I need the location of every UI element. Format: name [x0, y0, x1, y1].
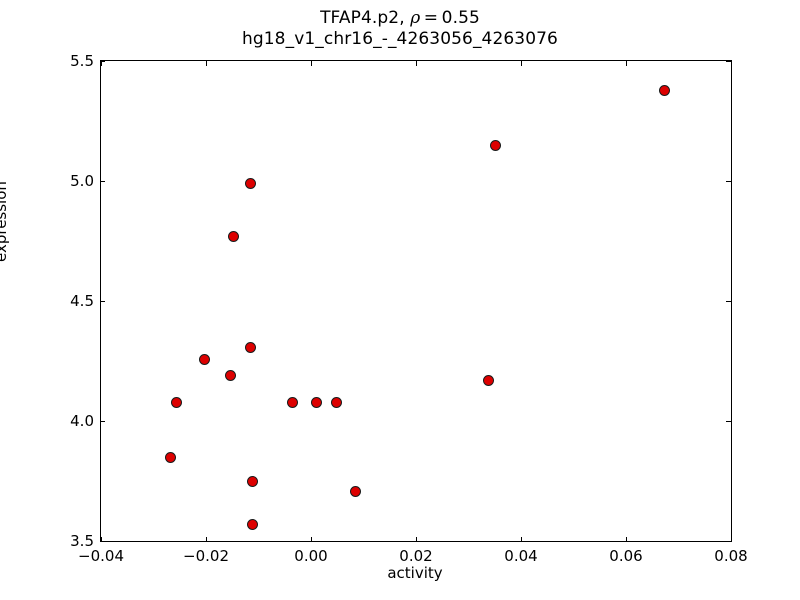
y-axis-tick — [100, 181, 105, 182]
y-axis-tick-right — [726, 181, 731, 182]
y-axis-tick — [100, 541, 105, 542]
scatter-point — [330, 396, 342, 408]
plot-title-line-1: TFAP4.p2, ρ = 0.55 — [0, 8, 800, 29]
scatter-point — [247, 476, 259, 487]
x-axis-tick-top — [521, 61, 522, 66]
y-axis-tick-label: 5.0 — [70, 172, 94, 190]
rho-symbol: ρ — [410, 8, 421, 28]
plot-title: TFAP4.p2, ρ = 0.55 hg18_v1_chr16_-_42630… — [0, 8, 800, 49]
y-axis-tick-right — [726, 421, 731, 422]
x-axis-tick-top — [101, 61, 102, 66]
y-axis-tick-right — [726, 61, 731, 62]
x-axis-tick-label: 0.02 — [399, 547, 433, 565]
x-axis-tick-top — [626, 61, 627, 66]
y-axis-tick — [100, 61, 105, 62]
x-axis-tick-top — [206, 61, 207, 66]
x-axis-tick-top — [731, 61, 732, 66]
x-axis-tick-label: −0.04 — [78, 547, 124, 565]
y-axis-tick-label: 4.5 — [70, 292, 94, 310]
x-axis-tick — [311, 537, 312, 542]
scatter-point — [246, 519, 258, 531]
scatter-point — [311, 396, 323, 408]
plot-title-line-2: hg18_v1_chr16_-_4263056_4263076 — [242, 28, 558, 49]
y-axis-tick-label: 5.5 — [70, 52, 94, 70]
y-axis-tick — [100, 301, 105, 302]
x-axis-tick — [731, 537, 732, 542]
plot-axes-frame: −0.04 −0.02 0.00 0.02 0.04 0.06 0.08 3.5 4.0 4.5 5… — [70, 52, 748, 565]
scatter-point — [489, 140, 501, 151]
plot-title-motif: TFAP4.p2, — [320, 8, 411, 28]
scatter-point — [287, 396, 299, 408]
x-axis-tick — [521, 537, 522, 542]
scatter-point — [171, 396, 183, 408]
scatter-point — [225, 370, 237, 382]
scatter-point — [228, 231, 240, 243]
y-axis-tick-label: 3.5 — [70, 532, 94, 550]
x-axis-tick-top — [416, 61, 417, 66]
x-axis-tick-label: 0.06 — [609, 547, 643, 565]
x-axis-tick-label: 0.00 — [294, 547, 328, 565]
scatter-point — [245, 341, 257, 353]
x-axis-tick — [101, 537, 102, 542]
x-axis-tick — [626, 537, 627, 542]
y-axis-tick-label: 4.0 — [70, 412, 94, 430]
x-axis-tick-top — [311, 61, 312, 66]
y-axis-label: expression — [0, 181, 10, 262]
scatter-point — [482, 375, 494, 387]
x-axis-tick-label: −0.02 — [183, 547, 229, 565]
x-axis-tick-label: 0.08 — [714, 547, 748, 565]
x-axis-tick-label: 0.04 — [504, 547, 538, 565]
rho-value: = 0.55 — [420, 8, 480, 28]
scatter-point — [199, 353, 211, 365]
x-axis-label: activity — [387, 564, 443, 582]
x-axis-tick — [206, 537, 207, 542]
x-axis-tick — [416, 537, 417, 542]
scatter-point — [245, 178, 257, 190]
scatter-point — [659, 84, 671, 96]
plot-data-area — [101, 61, 731, 541]
y-axis-tick-right — [726, 541, 731, 542]
y-axis-tick-right — [726, 301, 731, 302]
scatter-point — [165, 452, 177, 463]
y-axis-tick — [100, 421, 105, 422]
scatter-point — [350, 485, 362, 497]
